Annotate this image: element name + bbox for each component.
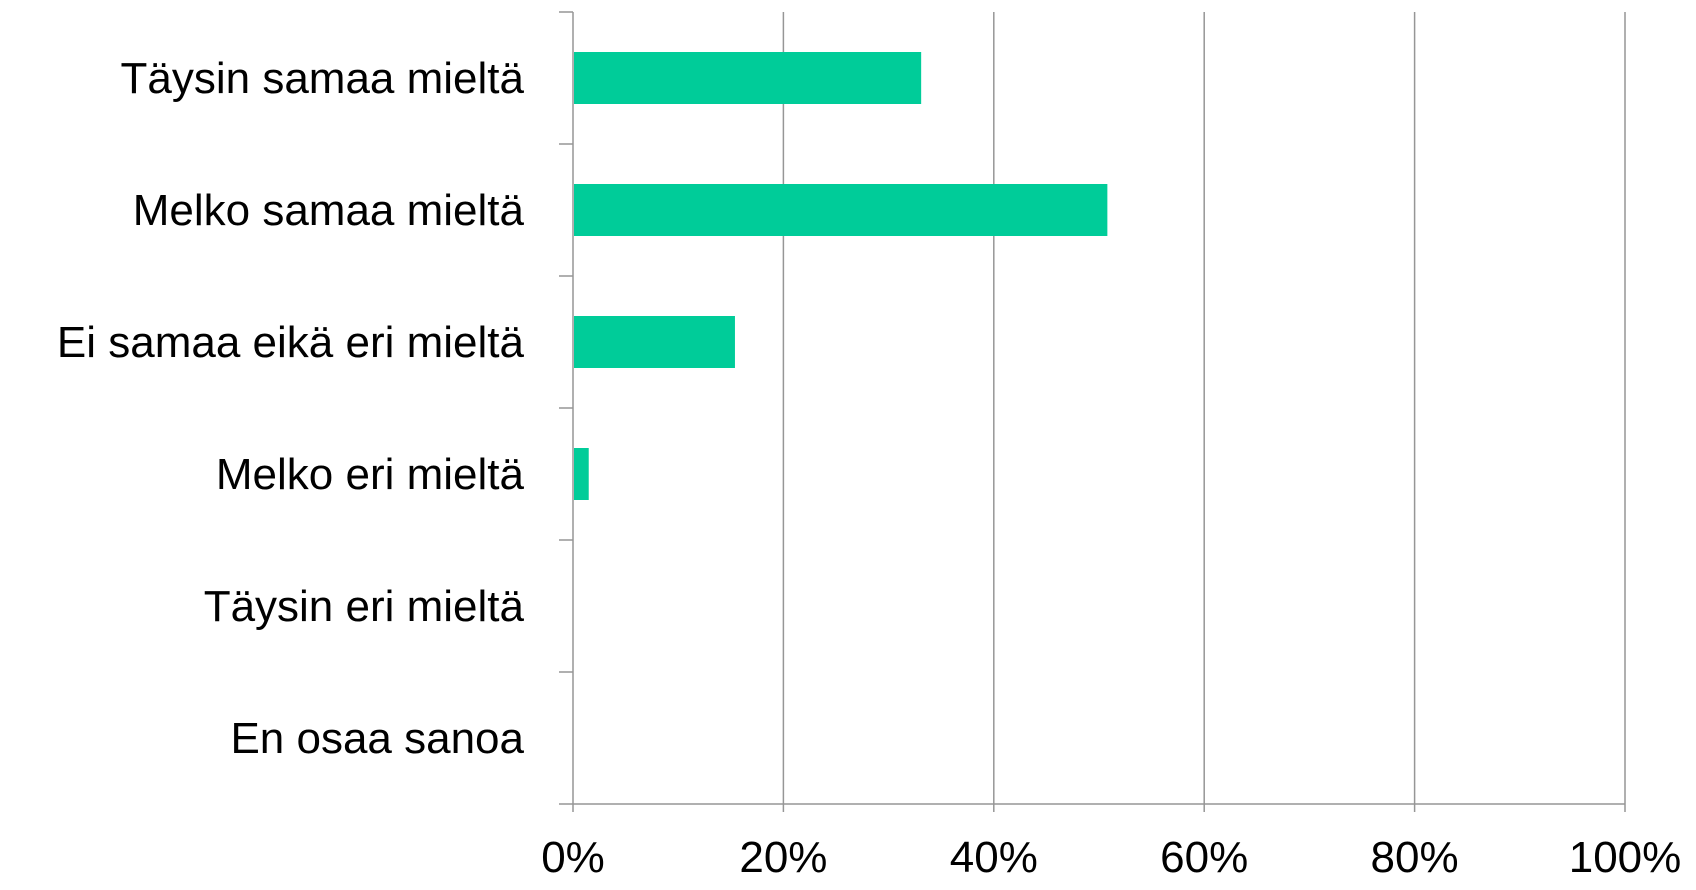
category-label: Täysin eri mieltä — [204, 582, 525, 631]
category-label: Täysin samaa mieltä — [121, 54, 525, 103]
x-tick-label: 80% — [1371, 833, 1459, 882]
bars — [574, 52, 1108, 500]
bar-0 — [574, 52, 922, 104]
bar-2 — [574, 316, 735, 368]
x-tick-label: 60% — [1160, 833, 1248, 882]
category-label: En osaa sanoa — [230, 714, 524, 763]
category-label: Melko eri mieltä — [216, 450, 525, 499]
x-tick-label: 100% — [1569, 833, 1682, 882]
category-labels: Täysin samaa mieltä Melko samaa mieltä Ei … — [57, 54, 525, 763]
x-tick-label: 0% — [541, 833, 605, 882]
x-tick-labels: 0% 20% 40% 60% 80% 100% — [541, 833, 1681, 882]
bar-3 — [574, 448, 589, 500]
x-tick-label: 40% — [950, 833, 1038, 882]
category-label: Ei samaa eikä eri mieltä — [57, 318, 525, 367]
axes — [559, 11, 1626, 812]
category-label: Melko samaa mieltä — [133, 186, 525, 235]
bar-1 — [574, 184, 1108, 236]
gridlines — [782, 12, 1626, 804]
x-tick-label: 20% — [739, 833, 827, 882]
